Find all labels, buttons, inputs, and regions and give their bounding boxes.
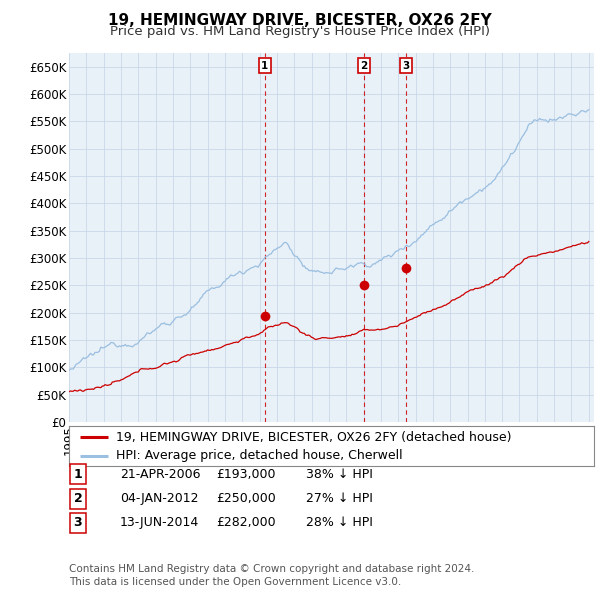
Text: 04-JAN-2012: 04-JAN-2012: [120, 492, 199, 505]
Text: 13-JUN-2014: 13-JUN-2014: [120, 516, 199, 529]
Text: 2: 2: [74, 492, 82, 505]
Text: Contains HM Land Registry data © Crown copyright and database right 2024.
This d: Contains HM Land Registry data © Crown c…: [69, 564, 475, 587]
Text: 27% ↓ HPI: 27% ↓ HPI: [306, 492, 373, 505]
Text: £193,000: £193,000: [216, 468, 275, 481]
Text: 21-APR-2006: 21-APR-2006: [120, 468, 200, 481]
Text: 19, HEMINGWAY DRIVE, BICESTER, OX26 2FY: 19, HEMINGWAY DRIVE, BICESTER, OX26 2FY: [108, 13, 492, 28]
Text: 3: 3: [403, 61, 410, 71]
Text: 2: 2: [360, 61, 368, 71]
Text: 38% ↓ HPI: 38% ↓ HPI: [306, 468, 373, 481]
Text: 19, HEMINGWAY DRIVE, BICESTER, OX26 2FY (detached house): 19, HEMINGWAY DRIVE, BICESTER, OX26 2FY …: [116, 431, 512, 444]
Text: Price paid vs. HM Land Registry's House Price Index (HPI): Price paid vs. HM Land Registry's House …: [110, 25, 490, 38]
Text: HPI: Average price, detached house, Cherwell: HPI: Average price, detached house, Cher…: [116, 449, 403, 462]
Text: 1: 1: [261, 61, 268, 71]
Text: 3: 3: [74, 516, 82, 529]
Text: £250,000: £250,000: [216, 492, 276, 505]
Text: 28% ↓ HPI: 28% ↓ HPI: [306, 516, 373, 529]
Text: £282,000: £282,000: [216, 516, 275, 529]
Text: 1: 1: [74, 468, 82, 481]
